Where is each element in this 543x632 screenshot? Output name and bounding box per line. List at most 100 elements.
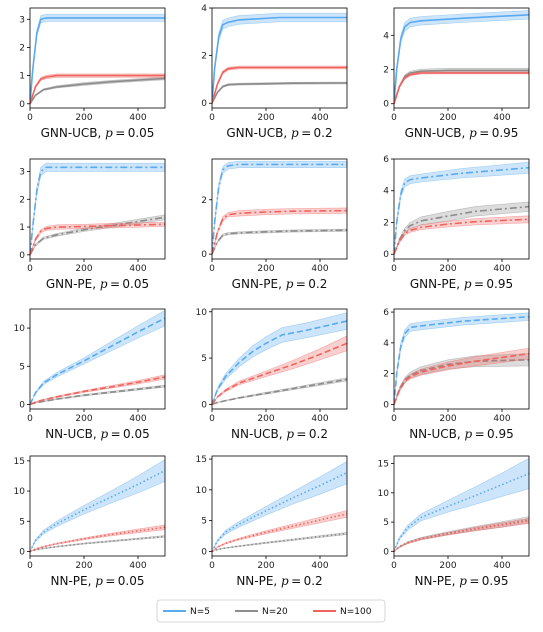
axes-frame [211,308,348,410]
y-tick-label: 2 [201,196,207,206]
y-tick-label: 5 [201,354,207,364]
legend-label-N100: N=100 [340,607,372,617]
y-tick-label: 6 [383,308,389,318]
panel-7: 0 5 10 0 200 400 NN-UCB, p = 0.05 [14,308,166,441]
y-tick-label: 2 [19,195,25,205]
y-tick-label: 10 [378,489,390,499]
y-tick-label: 15 [378,460,389,470]
series-line-N100 [394,72,529,104]
panel-title: NN-UCB, p = 0.95 [409,427,514,441]
plot-area [212,12,347,104]
x-tick-label: 400 [493,264,510,274]
plot-area [30,162,165,256]
axes-frame [211,158,348,260]
y-tick-label: 10 [14,324,26,334]
axes-frame [29,455,166,557]
series-line-N20 [212,229,347,255]
series-line-N100 [394,352,529,405]
band-N20 [394,353,529,405]
panel-title: GNN-PE, p = 0.05 [46,277,149,291]
band-N100 [394,71,529,104]
series-line-N20 [212,378,347,406]
band-N100 [30,221,165,255]
band-N20 [394,516,529,552]
x-tick-label: 200 [257,264,274,274]
panel-title: NN-UCB, p = 0.05 [45,427,150,441]
band-N20 [212,228,347,255]
y-tick-label: 5 [383,518,389,528]
y-tick-label: 4 [201,4,207,14]
panel-title: NN-PE, p = 0.2 [236,574,322,588]
x-tick-label: 200 [257,113,274,123]
axes-frame [29,308,166,410]
band-N5 [30,13,165,104]
band-N100 [30,73,165,104]
panel-title: GNN-UCB, p = 0.05 [41,126,155,140]
x-tick-label: 0 [27,113,33,123]
panel-title: NN-UCB, p = 0.2 [231,427,328,441]
panel-4: 0 1 2 3 0 200 400 GNN-PE, p = 0.05 [19,158,166,291]
x-tick-label: 200 [257,561,274,571]
series-line-N5 [394,315,529,405]
y-tick-label: 0 [201,99,207,109]
band-N5 [394,10,529,104]
y-tick-label: 15 [14,457,25,467]
y-tick-label: 15 [196,455,207,465]
x-tick-label: 200 [439,414,456,424]
series-line-N100 [212,66,347,104]
panel-6: 0 2 4 6 0 200 400 GNN-PE, p = 0.95 [383,155,530,291]
plot-area [212,312,347,406]
y-tick-label: 0 [383,100,389,110]
band-N100 [394,215,529,255]
x-tick-label: 200 [439,561,456,571]
band-N5 [212,12,347,104]
x-tick-label: 0 [209,561,215,571]
axes-frame [211,455,348,557]
x-tick-label: 400 [129,414,146,424]
y-tick-label: 1 [19,223,25,233]
y-tick-label: 0 [19,547,25,557]
series-line-N20 [394,69,529,104]
band-N5 [30,310,165,405]
y-tick-label: 3 [19,168,25,178]
band-N20 [30,76,165,104]
legend-frame [156,599,386,623]
band-N5 [212,461,347,552]
series-line-N100 [212,209,347,255]
band-N5 [30,162,165,255]
x-tick-label: 200 [75,414,92,424]
x-tick-label: 200 [257,414,274,424]
legend-label-N5: N=5 [190,607,210,617]
panel-12: 0 5 10 15 0 200 400 NN-PE, p = 0.95 [378,455,530,588]
y-tick-label: 0 [19,100,25,110]
plot-area [30,13,165,105]
x-tick-label: 400 [493,561,510,571]
x-tick-label: 0 [391,264,397,274]
x-tick-label: 0 [391,414,397,424]
panel-2: 0 2 4 0 200 400 GNN-UCB, p = 0.2 [201,4,348,140]
series-line-N100 [394,520,529,552]
x-tick-label: 200 [75,264,92,274]
panel-9: 0 2 4 6 0 200 400 NN-UCB, p = 0.95 [383,308,530,441]
band-N5 [394,161,529,255]
panel-10: 0 5 10 15 0 200 400 NN-PE, p = 0.05 [14,455,166,588]
plot-area [30,310,165,406]
x-tick-label: 0 [209,264,215,274]
y-tick-label: 0 [19,400,25,410]
x-tick-label: 400 [493,414,510,424]
panel-title: GNN-PE, p = 0.2 [232,277,328,291]
band-N5 [212,312,347,405]
band-N100 [212,335,347,405]
x-tick-label: 0 [391,561,397,571]
x-tick-label: 0 [27,414,33,424]
series-line-N100 [30,376,165,406]
series-line-N20 [30,216,165,256]
y-tick-label: 0 [383,547,389,557]
panel-11: 0 5 10 15 0 200 400 NN-PE, p = 0.2 [196,455,348,588]
axes-frame [29,7,166,109]
band-N100 [212,207,347,255]
series-line-N5 [394,166,529,255]
axes-frame [393,308,530,410]
series-line-N5 [30,17,165,104]
